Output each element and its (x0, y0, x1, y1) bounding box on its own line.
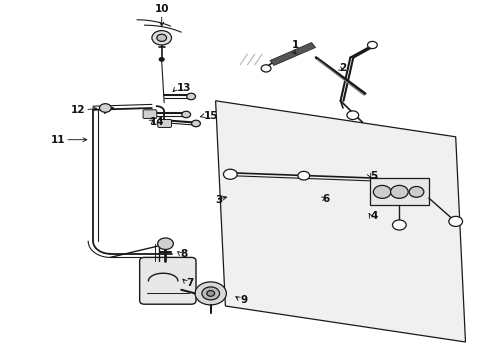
Bar (370, 178, 429, 205)
Circle shape (409, 186, 424, 197)
Text: 2: 2 (340, 63, 347, 73)
FancyBboxPatch shape (143, 110, 157, 118)
Circle shape (158, 238, 173, 249)
Circle shape (298, 171, 310, 180)
Circle shape (207, 291, 215, 296)
Circle shape (368, 41, 377, 49)
Text: 11: 11 (50, 135, 65, 145)
Text: 15: 15 (203, 111, 218, 121)
Polygon shape (216, 101, 466, 342)
Circle shape (392, 220, 406, 230)
Text: 1: 1 (292, 40, 299, 50)
Text: 3: 3 (216, 195, 223, 205)
Text: 12: 12 (71, 105, 85, 115)
Circle shape (261, 65, 271, 72)
Text: 13: 13 (176, 83, 191, 93)
Text: 10: 10 (154, 4, 169, 14)
Circle shape (373, 185, 391, 198)
Circle shape (391, 185, 408, 198)
FancyBboxPatch shape (140, 257, 196, 304)
Text: 7: 7 (186, 278, 194, 288)
Circle shape (192, 120, 200, 127)
Circle shape (159, 58, 164, 61)
Circle shape (187, 93, 196, 100)
Circle shape (449, 216, 463, 226)
Text: 5: 5 (370, 171, 377, 181)
Circle shape (195, 282, 226, 305)
Circle shape (223, 169, 237, 179)
Circle shape (157, 34, 167, 41)
Polygon shape (270, 42, 316, 66)
Circle shape (347, 111, 359, 120)
Circle shape (152, 31, 172, 45)
FancyBboxPatch shape (158, 120, 172, 127)
Text: 14: 14 (149, 117, 164, 127)
Circle shape (202, 287, 220, 300)
Text: 8: 8 (180, 249, 188, 259)
Circle shape (182, 111, 191, 118)
Text: 9: 9 (240, 294, 247, 305)
Text: 4: 4 (370, 211, 378, 221)
Text: 6: 6 (322, 194, 330, 204)
Circle shape (99, 104, 111, 112)
